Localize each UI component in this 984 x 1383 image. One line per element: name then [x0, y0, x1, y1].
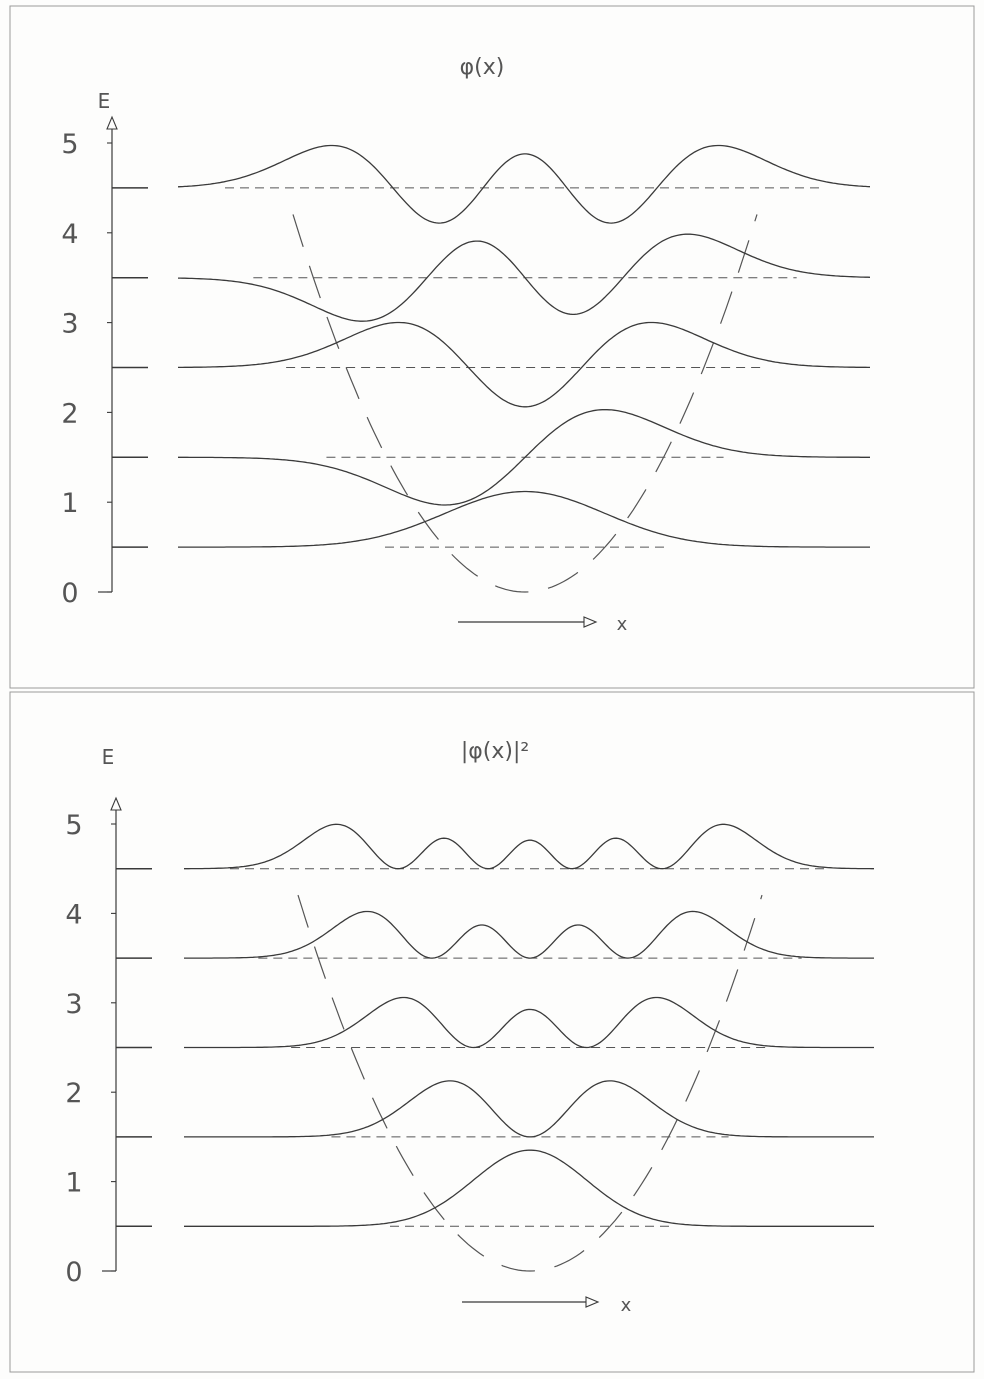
chart-title: φ(x): [460, 55, 505, 80]
y-tick-label: 1: [61, 488, 78, 519]
x-axis-arrowhead: [585, 1296, 600, 1308]
potential-curve: [292, 214, 758, 593]
y-tick-label: 1: [65, 1168, 82, 1199]
x-axis-label: x: [617, 614, 628, 635]
y-tick-label: 2: [61, 398, 78, 429]
y-tick-label: 5: [65, 810, 82, 841]
y-tick-label: 5: [61, 129, 78, 160]
x-axis-label: x: [621, 1295, 632, 1316]
y-tick-label: 4: [65, 899, 82, 930]
series-curve-n4: [184, 823, 874, 870]
series-curve-n1: [184, 1080, 874, 1138]
panel-frame-bottom: [9, 691, 975, 1373]
series-curve-n4: [177, 144, 871, 224]
y-axis-arrowhead: [106, 115, 118, 130]
series-curve-n2: [178, 321, 870, 408]
series-curve-n2: [184, 996, 874, 1049]
y-tick-label: 4: [61, 219, 78, 250]
chart-bottom: |φ(x)|² E 0 1 2 3 4 5 x: [65, 739, 874, 1316]
panel-frame-top: [9, 5, 975, 689]
series-curve-n3: [178, 233, 871, 322]
y-tick-label: 3: [65, 989, 82, 1020]
y-axis-label: E: [102, 745, 115, 769]
chart-top: φ(x) E 0 1 2 3 4 5 x: [61, 55, 871, 635]
y-tick-label: 3: [61, 309, 78, 340]
y-axis-label: E: [98, 89, 111, 113]
y-tick-label: 0: [65, 1257, 82, 1288]
series-curve-n3: [184, 910, 874, 959]
y-tick-label: 2: [65, 1078, 82, 1109]
series-curve-n1: [178, 408, 870, 506]
potential-curve: [297, 894, 763, 1272]
y-tick-label: 0: [61, 578, 78, 609]
x-axis-arrowhead: [583, 616, 598, 628]
series-curve-n0: [178, 490, 870, 548]
y-axis-arrowhead: [110, 796, 122, 811]
chart-title: |φ(x)|²: [461, 739, 529, 764]
series-curve-n0: [184, 1149, 874, 1227]
